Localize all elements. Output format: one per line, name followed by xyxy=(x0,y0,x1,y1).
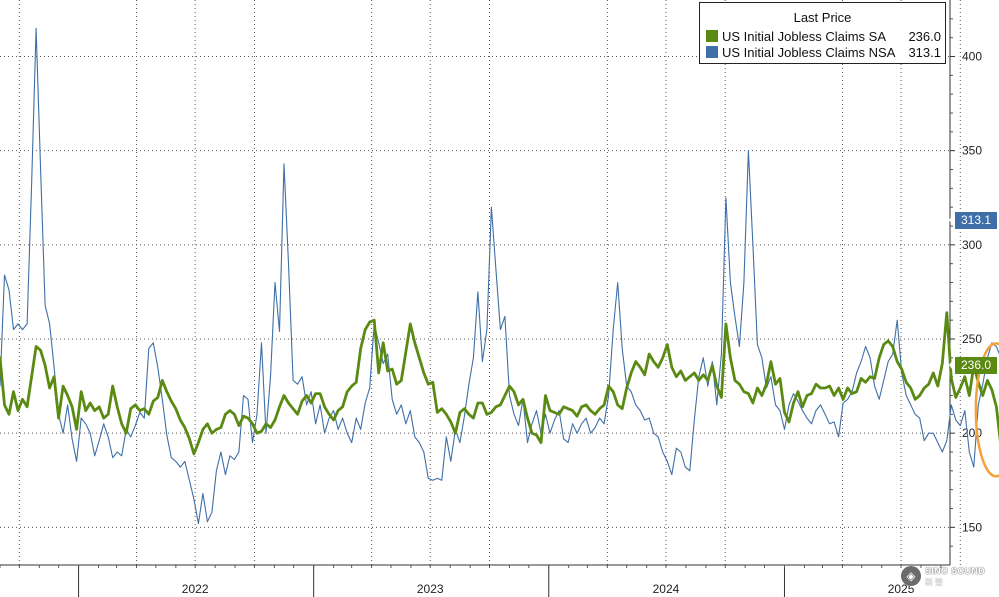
x-tick-label: 2023 xyxy=(417,582,444,596)
legend-value-sa: 236.0 xyxy=(908,28,941,44)
x-tick-label: 2024 xyxy=(653,582,680,596)
x-axis: 2022 2023 2024 2025 xyxy=(0,564,950,597)
y-axis: 150 200 250 300 350 400 xyxy=(949,0,982,565)
legend-swatch-nsa xyxy=(706,46,718,58)
y-tick-label: 250 xyxy=(962,332,982,346)
last-value-tag-nsa: 313.1 xyxy=(949,211,997,229)
series-layer xyxy=(0,27,999,525)
legend-label-sa: US Initial Jobless Claims SA xyxy=(722,28,886,44)
series-line-sa xyxy=(0,311,999,456)
last-value-tag-sa: 236.0 xyxy=(949,356,997,374)
legend-label-nsa: US Initial Jobless Claims NSA xyxy=(722,44,896,60)
legend-entry-nsa: US Initial Jobless Claims NSA 313.1 xyxy=(706,44,941,60)
legend-swatch-sa xyxy=(706,30,718,42)
y-tick-label: 400 xyxy=(962,50,982,64)
grid-lines xyxy=(0,0,961,565)
y-tick-label: 200 xyxy=(962,426,982,440)
legend-value-nsa: 313.1 xyxy=(908,44,941,60)
watermark: ◈ SINO SOUND 新聲 xyxy=(901,565,997,587)
highlight-ellipse xyxy=(974,342,999,478)
x-tick-label: 2022 xyxy=(182,582,209,596)
y-tick-label: 300 xyxy=(962,238,982,252)
watermark-text: SINO SOUND xyxy=(925,566,986,576)
watermark-subtext: 新聲 xyxy=(925,578,945,587)
y-tick-label: 150 xyxy=(962,520,982,534)
series-line-nsa xyxy=(0,27,999,525)
logo-icon: ◈ xyxy=(901,566,921,586)
y-tick-label: 350 xyxy=(962,144,982,158)
legend: Last Price US Initial Jobless Claims SA … xyxy=(699,2,946,64)
highlight-layer xyxy=(974,342,999,478)
legend-title: Last Price xyxy=(793,10,852,25)
legend-entry-sa: US Initial Jobless Claims SA 236.0 xyxy=(706,28,941,44)
